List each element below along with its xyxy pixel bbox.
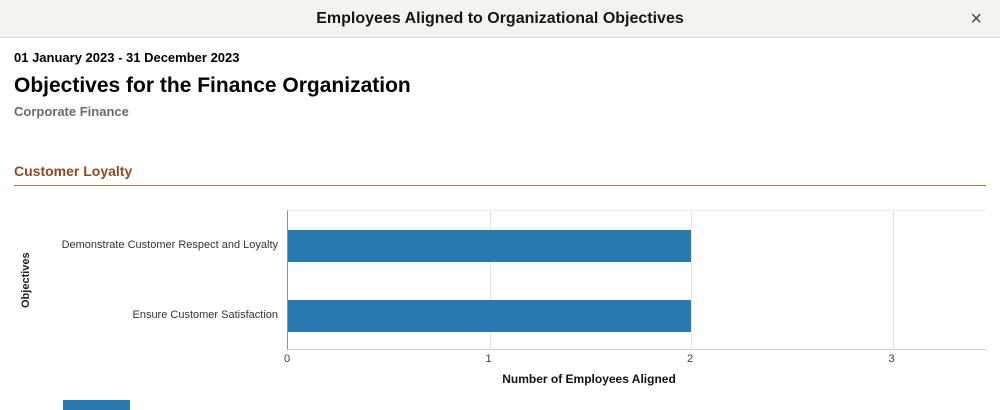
chart-grid: Demonstrate Customer Respect and Loyalty… bbox=[38, 210, 986, 386]
gridline bbox=[489, 211, 491, 349]
page-title: Objectives for the Finance Organization bbox=[14, 74, 411, 97]
category-labels: Demonstrate Customer Respect and Loyalty… bbox=[38, 210, 287, 350]
next-chart-partial-bar bbox=[63, 400, 130, 410]
x-tick-label: 2 bbox=[686, 353, 694, 365]
x-axis-title: Number of Employees Aligned bbox=[502, 372, 676, 386]
x-tick-label: 0 bbox=[283, 353, 291, 365]
bar-row bbox=[288, 281, 986, 351]
content: 01 January 2023 - 31 December 2023 Objec… bbox=[0, 38, 1000, 386]
plot-area bbox=[287, 210, 986, 350]
x-tick-label: 1 bbox=[485, 353, 492, 365]
bar-chart: Objectives Demonstrate Customer Respect … bbox=[14, 210, 986, 386]
category-label: Ensure Customer Satisfaction bbox=[132, 309, 278, 321]
close-icon[interactable]: × bbox=[966, 7, 986, 31]
section-title: Customer Loyalty bbox=[14, 163, 133, 179]
modal-title: Employees Aligned to Organizational Obje… bbox=[316, 9, 684, 27]
category-label: Demonstrate Customer Respect and Loyalty bbox=[61, 239, 278, 251]
bar-row bbox=[288, 211, 986, 281]
x-tick-labels: 0 1 2 3 bbox=[283, 350, 986, 368]
gridline bbox=[691, 211, 692, 349]
page-subtitle: Corporate Finance bbox=[14, 104, 129, 119]
section-header: Customer Loyalty bbox=[14, 163, 986, 186]
x-tick-label: 3 bbox=[888, 353, 895, 365]
date-range: 01 January 2023 - 31 December 2023 bbox=[14, 50, 240, 65]
gridline bbox=[892, 211, 894, 349]
y-axis-title: Objectives bbox=[20, 252, 32, 308]
bar[interactable] bbox=[288, 230, 691, 262]
bar[interactable] bbox=[288, 300, 691, 332]
modal-header: Employees Aligned to Organizational Obje… bbox=[0, 0, 1000, 38]
